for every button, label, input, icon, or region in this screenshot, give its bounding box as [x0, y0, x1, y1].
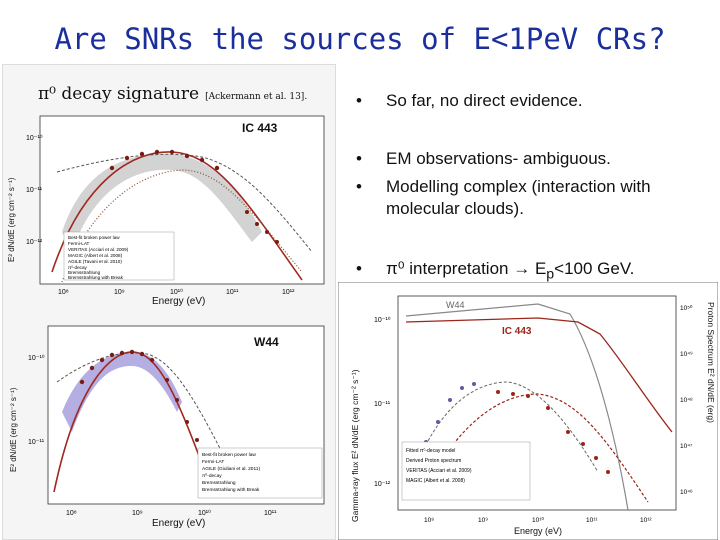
bullet-4: • π⁰ interpretation → Ep<100 GeV.: [356, 258, 716, 285]
w44-xtick-1: 10⁸: [66, 510, 77, 517]
bullet-3-text: Modelling complex (interaction with mole…: [386, 177, 651, 218]
proton-xtick-4: 10¹¹: [586, 517, 598, 524]
ic443-legend-1: Best-fit broken power law: [68, 235, 120, 240]
proton-y2tick-1: 10⁵⁰: [680, 304, 693, 312]
ic443-xtick-2: 10⁹: [114, 289, 125, 296]
w44-legend-3: AGILE (Giuliani et al. 2011): [202, 466, 260, 472]
w44-xtick-2: 10⁹: [132, 510, 143, 517]
ic443-legend-8: Bremsstrahlung with Break: [68, 275, 124, 280]
ic443-legend-3: VERITAS (Acciari et al. 2009): [68, 247, 129, 252]
proton-xtick-5: 10¹²: [640, 517, 652, 524]
bullet-3: • Modelling complex (interaction with mo…: [356, 176, 706, 220]
ic443-xtick-4: 10¹¹: [226, 289, 239, 296]
bullet-2-text: EM observations- ambiguous.: [386, 149, 611, 168]
bullet-4-sub: p: [546, 266, 555, 283]
bullet-4-end: <100 GeV.: [554, 259, 635, 278]
proton-legend-3: VERITAS (Acciari et al. 2009): [406, 468, 472, 474]
proton-legend: [401, 441, 531, 501]
w44-legend-4: π⁰-decay: [202, 473, 222, 479]
proton-ylabel: Gamma-ray flux E² dN/dE (erg cm⁻² s⁻¹): [350, 369, 360, 522]
w44-legend-6: Bremsstrahlung with Break: [202, 487, 260, 493]
proton-ytick-1: 10⁻¹⁰: [374, 316, 391, 324]
w44-label: W44: [254, 335, 279, 349]
ic443-ytick-3: 10⁻¹²: [26, 239, 43, 246]
bullet-dot: •: [356, 177, 362, 196]
w44-data-points: [79, 349, 199, 442]
ic443-xtick-1: 10⁸: [58, 289, 69, 296]
caption-reference: [Ackermann et al. 13].: [205, 92, 308, 102]
w44-ytick-2: 10⁻¹¹: [28, 439, 45, 446]
ic443-uncertainty-band: [62, 153, 262, 252]
ic443-ytick-1: 10⁻¹⁰: [26, 134, 43, 142]
proton-ytick-3: 10⁻¹²: [374, 481, 391, 488]
w44-legend-1: Best-fit broken power law: [202, 452, 256, 458]
bullet-dot: •: [356, 149, 362, 168]
w44-brems-curve: [56, 352, 243, 493]
ic443-legend: [63, 231, 175, 281]
pi-decay-caption: π⁰ decay signature [Ackermann et al. 13].: [38, 84, 307, 104]
proton-w44-pi0-model: [409, 381, 599, 483]
w44-uncertainty-band: [62, 352, 182, 432]
proton-w44-label: W44: [446, 300, 465, 310]
ic443-xlabel: Energy (eV): [152, 296, 205, 307]
w44-ytick-1: 10⁻¹⁰: [28, 354, 45, 362]
bullet-4-text: π⁰ interpretation → Ep<100 GeV.: [356, 258, 716, 285]
w44-plot: W44 E² dN/dE (erg cm⁻² s⁻¹) Energy (eV) …: [9, 325, 325, 529]
w44-ylabel: E² dN/dE (erg cm⁻² s⁻¹): [9, 387, 18, 472]
ic443-data-points: [109, 149, 279, 244]
proton-xlabel: Energy (eV): [514, 526, 562, 536]
proton-xtick-1: 10⁸: [424, 517, 434, 524]
proton-y2tick-2: 10⁴⁹: [680, 351, 693, 358]
ic443-legend-5: AGILE (Tavani et al. 2010): [68, 259, 122, 264]
proton-legend-2: Derived Proton spectrum: [406, 458, 461, 464]
bullet-4-pre: π⁰ interpretation: [386, 259, 514, 278]
w44-legend-2: Fermi-LAT: [202, 459, 224, 465]
proton-ic443-pi0-model: [427, 393, 649, 503]
proton-ytick-2: 10⁻¹¹: [374, 401, 391, 408]
proton-legend-1: Fitted π⁰-decay model: [406, 448, 455, 454]
arrow-icon: →: [513, 259, 531, 278]
ic443-ylabel: E² dN/dE (erg cm⁻² s⁻¹): [7, 177, 16, 262]
ic443-label: IC 443: [242, 121, 278, 135]
proton-w44-spectrum-line: [405, 303, 629, 511]
bullet-dot: •: [356, 91, 362, 110]
proton-legend-4: MAGIC (Albert et al. 2008): [406, 478, 465, 484]
ic443-plot: IC 443 E² dN/dE (erg cm⁻² s⁻¹) Energy (e…: [7, 115, 325, 307]
ic443-xtick-3: 10¹⁰: [170, 288, 183, 296]
proton-spectrum-plot: W44 IC 443 Gamma-ray flux E² dN/dE (erg …: [338, 282, 718, 540]
bullet-2: • EM observations- ambiguous.: [356, 148, 706, 170]
proton-y2tick-5: 10⁴⁶: [680, 489, 693, 496]
w44-xlabel: Energy (eV): [152, 518, 205, 529]
ic443-brems-curve: [56, 153, 313, 253]
proton-ic443-data-points: [496, 390, 610, 474]
w44-legend-5: Bremsstrahlung: [202, 480, 236, 486]
proton-ic443-spectrum-line: [405, 317, 673, 433]
bullet-4-post: E: [530, 259, 547, 278]
proton-y2tick-3: 10⁴⁸: [680, 397, 693, 404]
ic443-legend-6: π⁰-decay: [68, 265, 88, 270]
ic443-ytick-2: 10⁻¹¹: [26, 187, 43, 194]
ic443-legend-2: Fermi-LAT: [68, 241, 90, 246]
proton-y2label: Proton Spectrum E² dN/dE (erg): [706, 302, 716, 423]
bullet-1: • So far, no direct evidence.: [356, 90, 706, 112]
proton-xtick-2: 10⁹: [478, 517, 488, 524]
caption-text: π⁰ decay signature: [38, 84, 200, 104]
w44-legend: [197, 447, 323, 499]
ic443-xtick-5: 10¹²: [282, 289, 295, 296]
w44-xtick-4: 10¹¹: [264, 510, 277, 517]
proton-ic443-label: IC 443: [502, 326, 532, 337]
proton-xtick-3: 10¹⁰: [532, 516, 544, 524]
ic443-legend-4: MAGIC (Albert et al. 2008): [68, 253, 123, 258]
bullet-1-text: So far, no direct evidence.: [386, 91, 583, 110]
ic443-legend-7: Bremsstrahlung: [68, 270, 101, 275]
slide-title: Are SNRs the sources of E<1PeV CRs?: [54, 22, 666, 56]
proton-y2tick-4: 10⁴⁷: [680, 443, 693, 450]
w44-xtick-3: 10¹⁰: [198, 509, 211, 517]
bullet-dot: •: [356, 259, 362, 278]
